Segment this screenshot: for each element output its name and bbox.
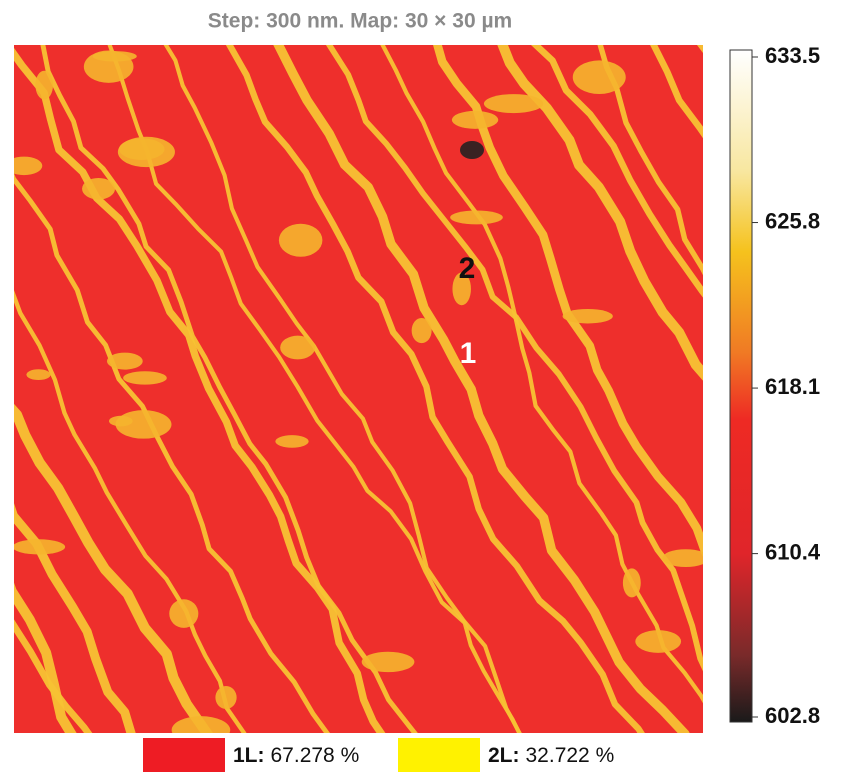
tick-label: 610.4 [765,539,821,564]
blob [35,70,54,100]
blob [14,539,66,555]
blob [662,549,703,568]
blob [483,94,544,114]
blob [278,223,323,257]
stripe [14,582,77,733]
stripe [696,45,703,53]
legend-text: 2L: 32.722 % [488,744,614,767]
blob [123,371,167,385]
blob [115,410,172,439]
stripe [14,619,93,733]
legend-value: 67.278 % [271,744,360,767]
stripe [14,47,386,733]
tick-label: 618.1 [765,374,820,399]
blob [622,568,641,598]
annotation: 2 [459,252,476,285]
blob [280,335,316,360]
tick-label: 625.8 [765,208,820,233]
blob [452,272,471,306]
blob [450,210,503,225]
blob [451,110,499,129]
blob [572,60,626,94]
stripe [833,40,844,765]
blob [118,138,165,160]
blob [562,308,613,324]
blob [275,435,309,448]
tick-label: 633.5 [765,43,820,68]
legend-value: 32.722 % [526,744,615,767]
stripe [14,403,214,733]
blob [215,685,237,710]
blob [109,415,133,427]
stripe [497,45,703,381]
stripe [380,45,703,704]
legend-text: 1L: 67.278 % [233,744,359,767]
legend-label: 1L: [233,744,265,767]
stripe [597,45,703,276]
blob [361,651,415,673]
stripe [14,173,331,733]
colorbar [729,49,753,723]
stripe [764,40,844,774]
stripe [14,503,136,733]
blob [82,177,116,200]
stripe [433,45,703,557]
tick-label: 602.8 [765,703,820,728]
blob [14,156,43,176]
legend: 1L: 67.278 % 2L: 32.722 % [143,738,614,772]
title: Step: 300 nm. Map: 30 × 30 µm [208,10,512,33]
blob [106,352,143,370]
blob [171,716,231,733]
blob [26,369,51,381]
annotation: 1 [460,337,477,370]
stripe [530,45,703,298]
raman-map [14,40,844,774]
stripe [225,45,645,733]
colorbar-ticks: 633.5 625.8 618.1 610.4 602.8 [752,43,821,728]
blob [83,50,134,83]
legend-label: 2L: [488,744,520,767]
stripe [107,45,522,733]
stripe [273,45,690,733]
stripes [14,40,844,774]
stripe [14,290,247,733]
blob [169,599,199,628]
legend-swatch [143,738,225,772]
blob [411,317,432,344]
legend-swatch [398,738,480,772]
stripe [325,45,703,672]
blob [635,630,682,653]
stripe [40,45,418,733]
dark-spot [460,141,484,159]
stripe [163,45,522,733]
